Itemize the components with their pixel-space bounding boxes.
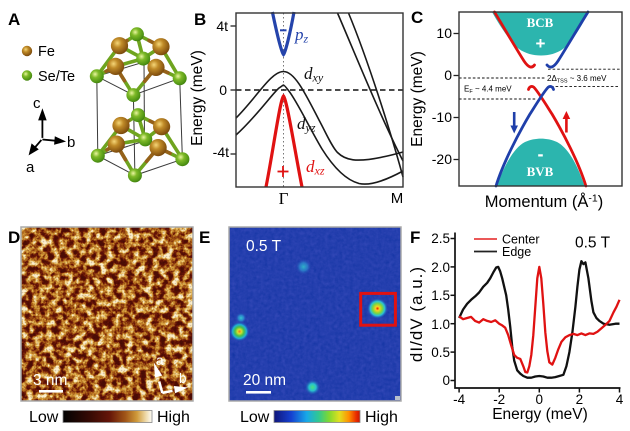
- svg-text:Center: Center: [502, 233, 540, 247]
- svg-text:+: +: [536, 34, 546, 53]
- svg-text:EF ~ 4.4 meV: EF ~ 4.4 meV: [464, 85, 512, 95]
- svg-text:-4t: -4t: [213, 144, 229, 160]
- svg-text:Energy (meV): Energy (meV): [189, 50, 206, 146]
- svg-text:-20: -20: [432, 151, 452, 167]
- svg-text:b: b: [179, 371, 187, 386]
- svg-text:Γ: Γ: [279, 189, 289, 208]
- svg-text:0: 0: [219, 82, 227, 98]
- svg-text:b: b: [67, 134, 75, 151]
- svg-text:BCB: BCB: [527, 15, 554, 30]
- svg-text:BVB: BVB: [527, 164, 554, 179]
- svg-text:High: High: [365, 409, 398, 426]
- svg-text:0: 0: [536, 392, 544, 407]
- svg-text:Fe: Fe: [38, 44, 55, 60]
- svg-text:4t: 4t: [216, 18, 228, 34]
- svg-text:M: M: [391, 190, 404, 207]
- svg-text:2ΔTSS ~ 3.6 meV: 2ΔTSS ~ 3.6 meV: [547, 74, 607, 84]
- svg-text:High: High: [157, 409, 190, 426]
- svg-text:F: F: [410, 228, 420, 247]
- svg-text:1.5: 1.5: [431, 288, 450, 303]
- svg-text:-: -: [538, 144, 544, 164]
- svg-text:2.5: 2.5: [431, 231, 450, 246]
- svg-text:2: 2: [576, 392, 584, 407]
- svg-text:0: 0: [442, 373, 450, 388]
- svg-text:D: D: [8, 228, 20, 247]
- svg-text:-10: -10: [432, 109, 452, 125]
- svg-text:0.5 T: 0.5 T: [246, 238, 282, 255]
- svg-text:A: A: [8, 10, 20, 29]
- svg-text:Low: Low: [29, 409, 59, 426]
- svg-text:Edge: Edge: [502, 245, 531, 259]
- svg-text:a: a: [26, 159, 35, 176]
- svg-text:0.5 T: 0.5 T: [575, 235, 611, 252]
- svg-text:4: 4: [616, 392, 624, 407]
- svg-text:-2: -2: [493, 392, 505, 407]
- svg-text:Energy (meV): Energy (meV): [409, 51, 426, 147]
- svg-text:Energy (meV): Energy (meV): [492, 406, 588, 423]
- svg-text:C: C: [411, 8, 423, 27]
- svg-text:0.5: 0.5: [431, 345, 450, 360]
- svg-text:2.0: 2.0: [431, 260, 450, 275]
- svg-text:Se/Te: Se/Te: [38, 69, 75, 85]
- svg-text:1.0: 1.0: [431, 317, 450, 332]
- svg-text:10: 10: [436, 25, 452, 41]
- svg-text:a: a: [156, 353, 164, 368]
- svg-text:0: 0: [444, 67, 452, 83]
- svg-text:Low: Low: [240, 409, 270, 426]
- svg-text:c: c: [33, 95, 41, 112]
- svg-text:-4: -4: [453, 392, 465, 407]
- svg-text:E: E: [199, 228, 210, 247]
- svg-text:20 nm: 20 nm: [243, 372, 286, 389]
- svg-text:3 nm: 3 nm: [33, 372, 67, 389]
- svg-text:dI/dV (a.u.): dI/dV (a.u.): [407, 266, 426, 362]
- svg-text:B: B: [194, 10, 206, 29]
- svg-text:Momentum (Å-1): Momentum (Å-1): [485, 192, 603, 211]
